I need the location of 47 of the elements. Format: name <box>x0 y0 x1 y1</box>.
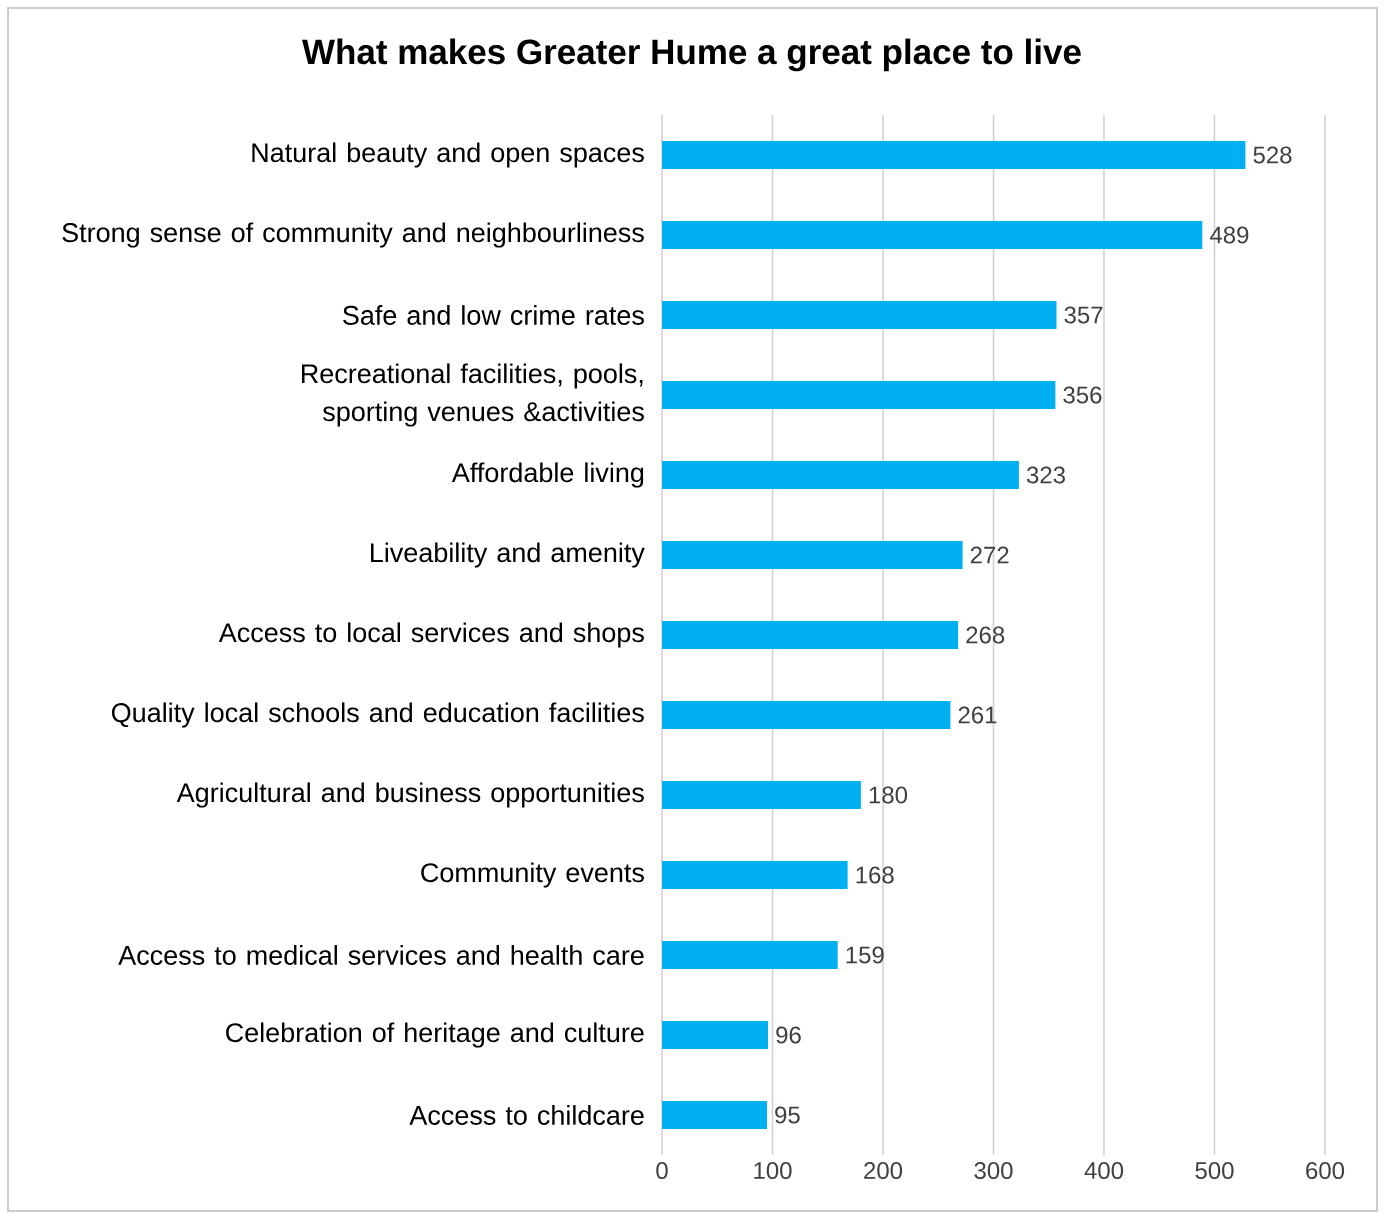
y-tick-label: Community events <box>421 862 644 888</box>
x-tick-label: 100 <box>754 1162 792 1180</box>
data-label: 159 <box>846 946 884 964</box>
y-tick-label: Access to medical services and health care <box>118 945 644 965</box>
y-tick-label: Strong sense of community and neighbourliness <box>62 222 644 248</box>
x-tick-label: 300 <box>974 1162 1013 1180</box>
bar <box>662 781 861 809</box>
data-label: 357 <box>1064 306 1103 324</box>
bar <box>662 220 1203 249</box>
bar <box>662 860 848 889</box>
y-tick-label: Natural beauty and open spaces <box>252 142 644 168</box>
data-label: 268 <box>966 626 1005 644</box>
bar <box>662 460 1019 489</box>
data-label: 356 <box>1063 386 1102 404</box>
x-tick-label: 500 <box>1195 1162 1234 1180</box>
data-label: 168 <box>856 866 894 884</box>
data-label: 96 <box>776 1026 801 1044</box>
data-label: 323 <box>1026 466 1065 484</box>
y-tick-label: Access to local services and shops <box>218 622 644 648</box>
y-tick-label: Agricultural and business opportunities <box>176 782 644 808</box>
y-tick-label: Access to childcare <box>409 1105 644 1125</box>
bar <box>662 300 1057 329</box>
data-label: 489 <box>1209 226 1249 244</box>
x-tick-label: 600 <box>1306 1162 1345 1180</box>
data-label: 180 <box>869 786 908 804</box>
data-label: 261 <box>958 706 997 724</box>
y-tick-label: Recreational facilities, pools, sporting venues &activities <box>302 363 644 427</box>
x-tick-label: 0 <box>656 1162 668 1180</box>
y-tick-label: Quality local schools and education facilities <box>111 702 644 728</box>
bar <box>662 380 1056 409</box>
data-label: 272 <box>970 546 1009 564</box>
bar <box>662 540 963 569</box>
bar <box>662 1021 769 1049</box>
bar <box>662 621 959 649</box>
chart-title: What makes Greater Hume a great place to live <box>302 38 1081 72</box>
x-tick-label: 200 <box>864 1162 903 1180</box>
y-tick-label: Safe and low crime rates <box>343 305 644 325</box>
data-label: 528 <box>1253 146 1292 164</box>
y-tick-label: Affordable living <box>451 462 644 488</box>
bar <box>662 140 1246 169</box>
y-tick-label: Liveability and amenity <box>371 542 645 568</box>
x-tick-label: 400 <box>1084 1162 1124 1180</box>
bar <box>662 940 838 969</box>
y-tick-label: Celebration of heritage and culture <box>226 1022 644 1048</box>
bar <box>662 701 951 729</box>
bar <box>662 1101 767 1129</box>
data-label: 95 <box>775 1106 800 1124</box>
